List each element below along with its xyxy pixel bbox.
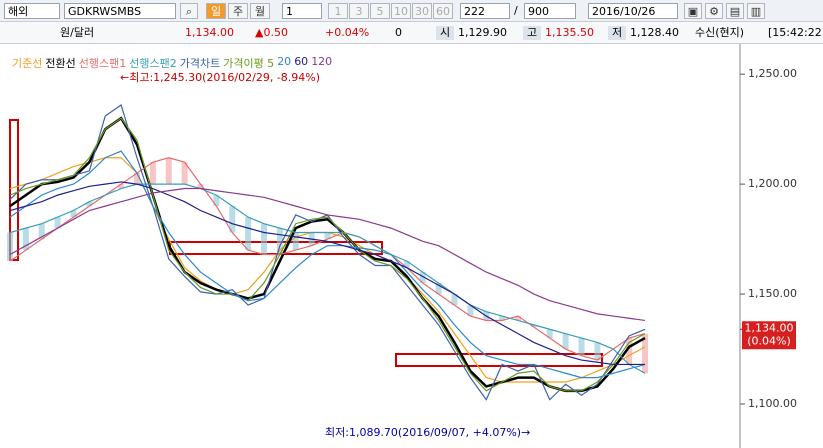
quote-name: 원/달러 [60,26,95,39]
legend: 기준선 전환선 선행스팬1 선행스팬2 가격차트 가격이평 5 20 60 120 [12,55,335,71]
legend-item: 가격차트 [179,57,221,70]
y-tick-label: 1,100.00 [748,397,797,410]
axis-panel [740,44,823,448]
legend-item: 기준선 [12,57,43,70]
quote-time: [15:42:22 [768,26,822,39]
highlight-box [9,119,19,261]
quote-low: 1,128.40 [630,26,679,39]
open-label: 시 [436,26,455,40]
legend-item: 20 [277,55,292,68]
legend-item: 120 [311,55,333,68]
interval-button[interactable]: 1 [328,3,348,19]
legend-item: 선행스팬1 [78,57,127,70]
low-label: 저 [608,26,627,40]
series-line [9,183,646,374]
quote-high: 1,135.50 [545,26,594,39]
market-select[interactable]: 해외 [4,3,60,19]
quote-change: ▲0.50 [255,26,288,39]
tool-button[interactable]: ⚙ [705,3,723,19]
y-tick-label: 1,200.00 [748,177,797,190]
y-tick-label: 1,150.00 [748,287,797,300]
period-button[interactable]: 월 [250,3,270,19]
low-annotation: 최저:1,089.70(2016/09/07, +4.07%)→ [325,426,530,439]
total-input[interactable]: 900 [524,3,576,19]
series-line [9,104,646,401]
interval-button[interactable]: 5 [370,3,390,19]
chart: ←최고:1,245.30(2016/02/29, -8.94%) 최저:1,08… [7,44,823,448]
legend-item: 선행스팬2 [129,57,177,70]
high-annotation: ←최고:1,245.30(2016/02/29, -8.94%) [120,71,320,84]
series-line [9,157,646,361]
quote-price: 1,134.00 [185,26,234,39]
period-button[interactable]: 주 [228,3,248,19]
search-button[interactable]: ⌕ [180,3,198,19]
quote-status: 수신(현지) [695,26,745,39]
interval-button[interactable]: 3 [349,3,369,19]
interval-button[interactable]: 10 [391,3,411,19]
price-tag-label: 1,134.00 [745,321,794,334]
interval-button[interactable]: 30 [412,3,432,19]
date-input[interactable]: 2016/10/26 [588,3,678,19]
slash: / [514,4,518,17]
interval-select[interactable]: 1 [282,3,322,19]
y-tick-label: 1,250.00 [748,67,797,80]
series-line [9,150,646,379]
interval-button[interactable]: 60 [433,3,453,19]
high-label: 고 [523,26,542,40]
tool-button[interactable]: ▣ [684,3,702,19]
legend-item: 가격이평 5 [223,57,275,70]
price-tag [742,321,796,350]
highlight-box [395,353,603,367]
price-tag-sub: (0.04%) [747,334,791,347]
quote-volume: 0 [395,26,402,39]
quote-open: 1,129.90 [458,26,507,39]
series-line [9,117,646,392]
series-line [9,181,645,366]
series-line [9,157,646,383]
tool-button[interactable]: ▤ [726,3,744,19]
tool-button[interactable]: ▥ [747,3,765,19]
legend-item: 60 [294,55,309,68]
quote-bar: 원/달러 1,134.00 ▲0.50 +0.04% 0 시 1,129.90 … [0,22,823,44]
quote-change-pct: +0.04% [325,26,370,39]
legend-item: 전환선 [45,57,76,70]
symbol-input[interactable]: GDKRWSMBS [64,3,176,19]
series-line [9,187,646,322]
period-button[interactable]: 일 [206,3,226,19]
count-input[interactable]: 222 [460,3,510,19]
